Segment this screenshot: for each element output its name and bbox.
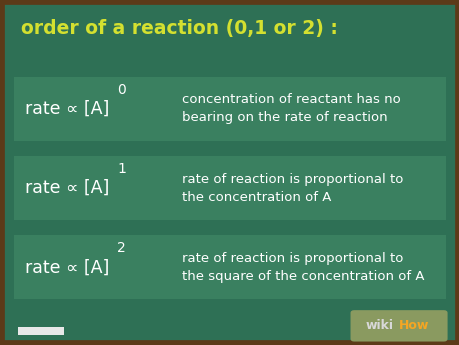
Text: 1: 1 — [117, 162, 126, 176]
FancyBboxPatch shape — [14, 77, 445, 141]
Text: concentration of reactant has no
bearing on the rate of reaction: concentration of reactant has no bearing… — [181, 93, 400, 124]
FancyBboxPatch shape — [18, 327, 64, 335]
Text: 0: 0 — [117, 83, 126, 97]
FancyBboxPatch shape — [14, 156, 445, 220]
Text: rate ∝ [A]: rate ∝ [A] — [25, 179, 109, 197]
Text: rate of reaction is proportional to
the concentration of A: rate of reaction is proportional to the … — [181, 172, 402, 204]
Text: rate of reaction is proportional to
the square of the concentration of A: rate of reaction is proportional to the … — [181, 252, 423, 283]
Text: rate ∝ [A]: rate ∝ [A] — [25, 100, 109, 118]
Text: rate ∝ [A]: rate ∝ [A] — [25, 258, 109, 276]
Text: order of a reaction (0,1 or 2) :: order of a reaction (0,1 or 2) : — [21, 19, 337, 38]
Text: 2: 2 — [117, 241, 126, 255]
Text: wiki: wiki — [365, 319, 393, 332]
FancyBboxPatch shape — [14, 235, 445, 299]
Text: How: How — [398, 319, 429, 332]
FancyBboxPatch shape — [350, 310, 447, 342]
